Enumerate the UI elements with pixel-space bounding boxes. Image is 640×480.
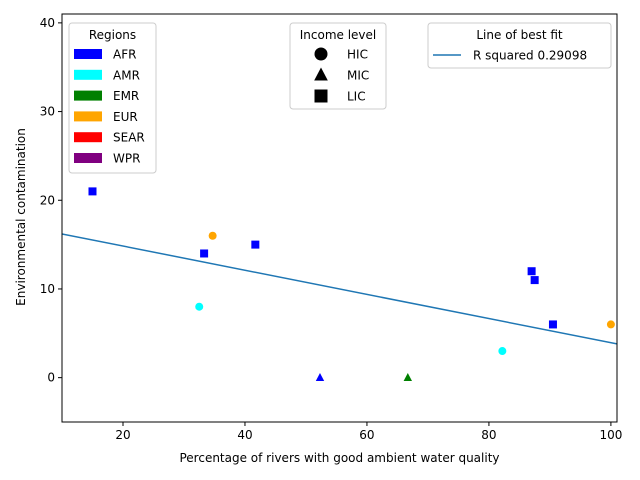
- legend-fit: Line of best fit R squared 0.29098: [427, 22, 612, 69]
- legend-label-emr: EMR: [113, 89, 139, 103]
- legend-label-sear: SEAR: [113, 131, 145, 145]
- data-point: [251, 240, 260, 249]
- legend-label-amr: AMR: [113, 68, 140, 82]
- y-axis-label: Environmental contamination: [14, 128, 28, 306]
- data-point: [315, 373, 325, 382]
- legend-income-frame: [289, 22, 387, 110]
- data-point: [527, 267, 536, 276]
- legend-marker-lic: [314, 89, 328, 103]
- x-tick-label: 40: [237, 428, 252, 442]
- data-point: [548, 320, 557, 329]
- legend-income-title: Income level: [300, 28, 377, 42]
- legend-label-hic: HIC: [347, 48, 368, 62]
- x-tick-label: 100: [599, 428, 622, 442]
- legend-regions-items: AFR AMR EMR EUR SEAR WPR: [74, 48, 145, 166]
- legend-swatch-wpr: [74, 153, 102, 163]
- legend-swatch-emr: [74, 90, 102, 101]
- legend-label-mic: MIC: [347, 69, 369, 83]
- data-point: [498, 347, 507, 356]
- y-tick-label: 10: [40, 282, 55, 296]
- data-point: [606, 320, 615, 329]
- y-tick-label: 30: [40, 105, 55, 119]
- legend-swatch-eur: [74, 111, 102, 122]
- x-tick-label: 60: [359, 428, 374, 442]
- data-point: [403, 373, 413, 382]
- legend-label-lic: LIC: [347, 90, 366, 104]
- legend-swatch-sear: [74, 132, 102, 143]
- x-tick-label: 80: [481, 428, 496, 442]
- axis-layer: 20 40 60 80 100 0 10 20 30 40: [40, 13, 622, 442]
- legend-swatch-afr: [74, 49, 102, 59]
- data-point: [88, 187, 97, 196]
- legend-income-items: HIC MIC LIC: [314, 47, 369, 104]
- y-tick-label: 0: [47, 371, 55, 385]
- legend-regions-title: Regions: [89, 28, 136, 42]
- legend-fit-items: R squared 0.29098: [433, 49, 587, 63]
- data-point: [208, 231, 217, 240]
- best-fit-line: [62, 233, 617, 345]
- legend-fit-frame: [427, 22, 612, 69]
- legend-label-eur: EUR: [113, 110, 138, 124]
- plot-frame: [61, 13, 618, 423]
- x-axis-label: Percentage of rivers with good ambient w…: [179, 451, 499, 465]
- legend-income: Income level HIC MIC LIC: [289, 22, 387, 110]
- legend-regions: Regions AFR AMR EMR EUR SEAR WPR: [68, 22, 157, 174]
- legend-marker-mic: [314, 67, 328, 81]
- data-point: [530, 276, 539, 285]
- legend-label-wpr: WPR: [113, 152, 140, 166]
- data-point: [200, 249, 209, 258]
- legend-fit-title: Line of best fit: [476, 28, 563, 42]
- plot-layer: [62, 187, 617, 382]
- legend-swatch-amr: [74, 69, 102, 80]
- y-tick-label: 40: [40, 16, 55, 30]
- legend-label-afr: AFR: [113, 48, 136, 62]
- legend-fit-label: R squared 0.29098: [473, 49, 587, 63]
- x-tick-label: 20: [115, 428, 130, 442]
- y-tick-label: 20: [40, 193, 55, 207]
- data-point: [195, 302, 204, 311]
- legend-marker-hic: [314, 47, 328, 61]
